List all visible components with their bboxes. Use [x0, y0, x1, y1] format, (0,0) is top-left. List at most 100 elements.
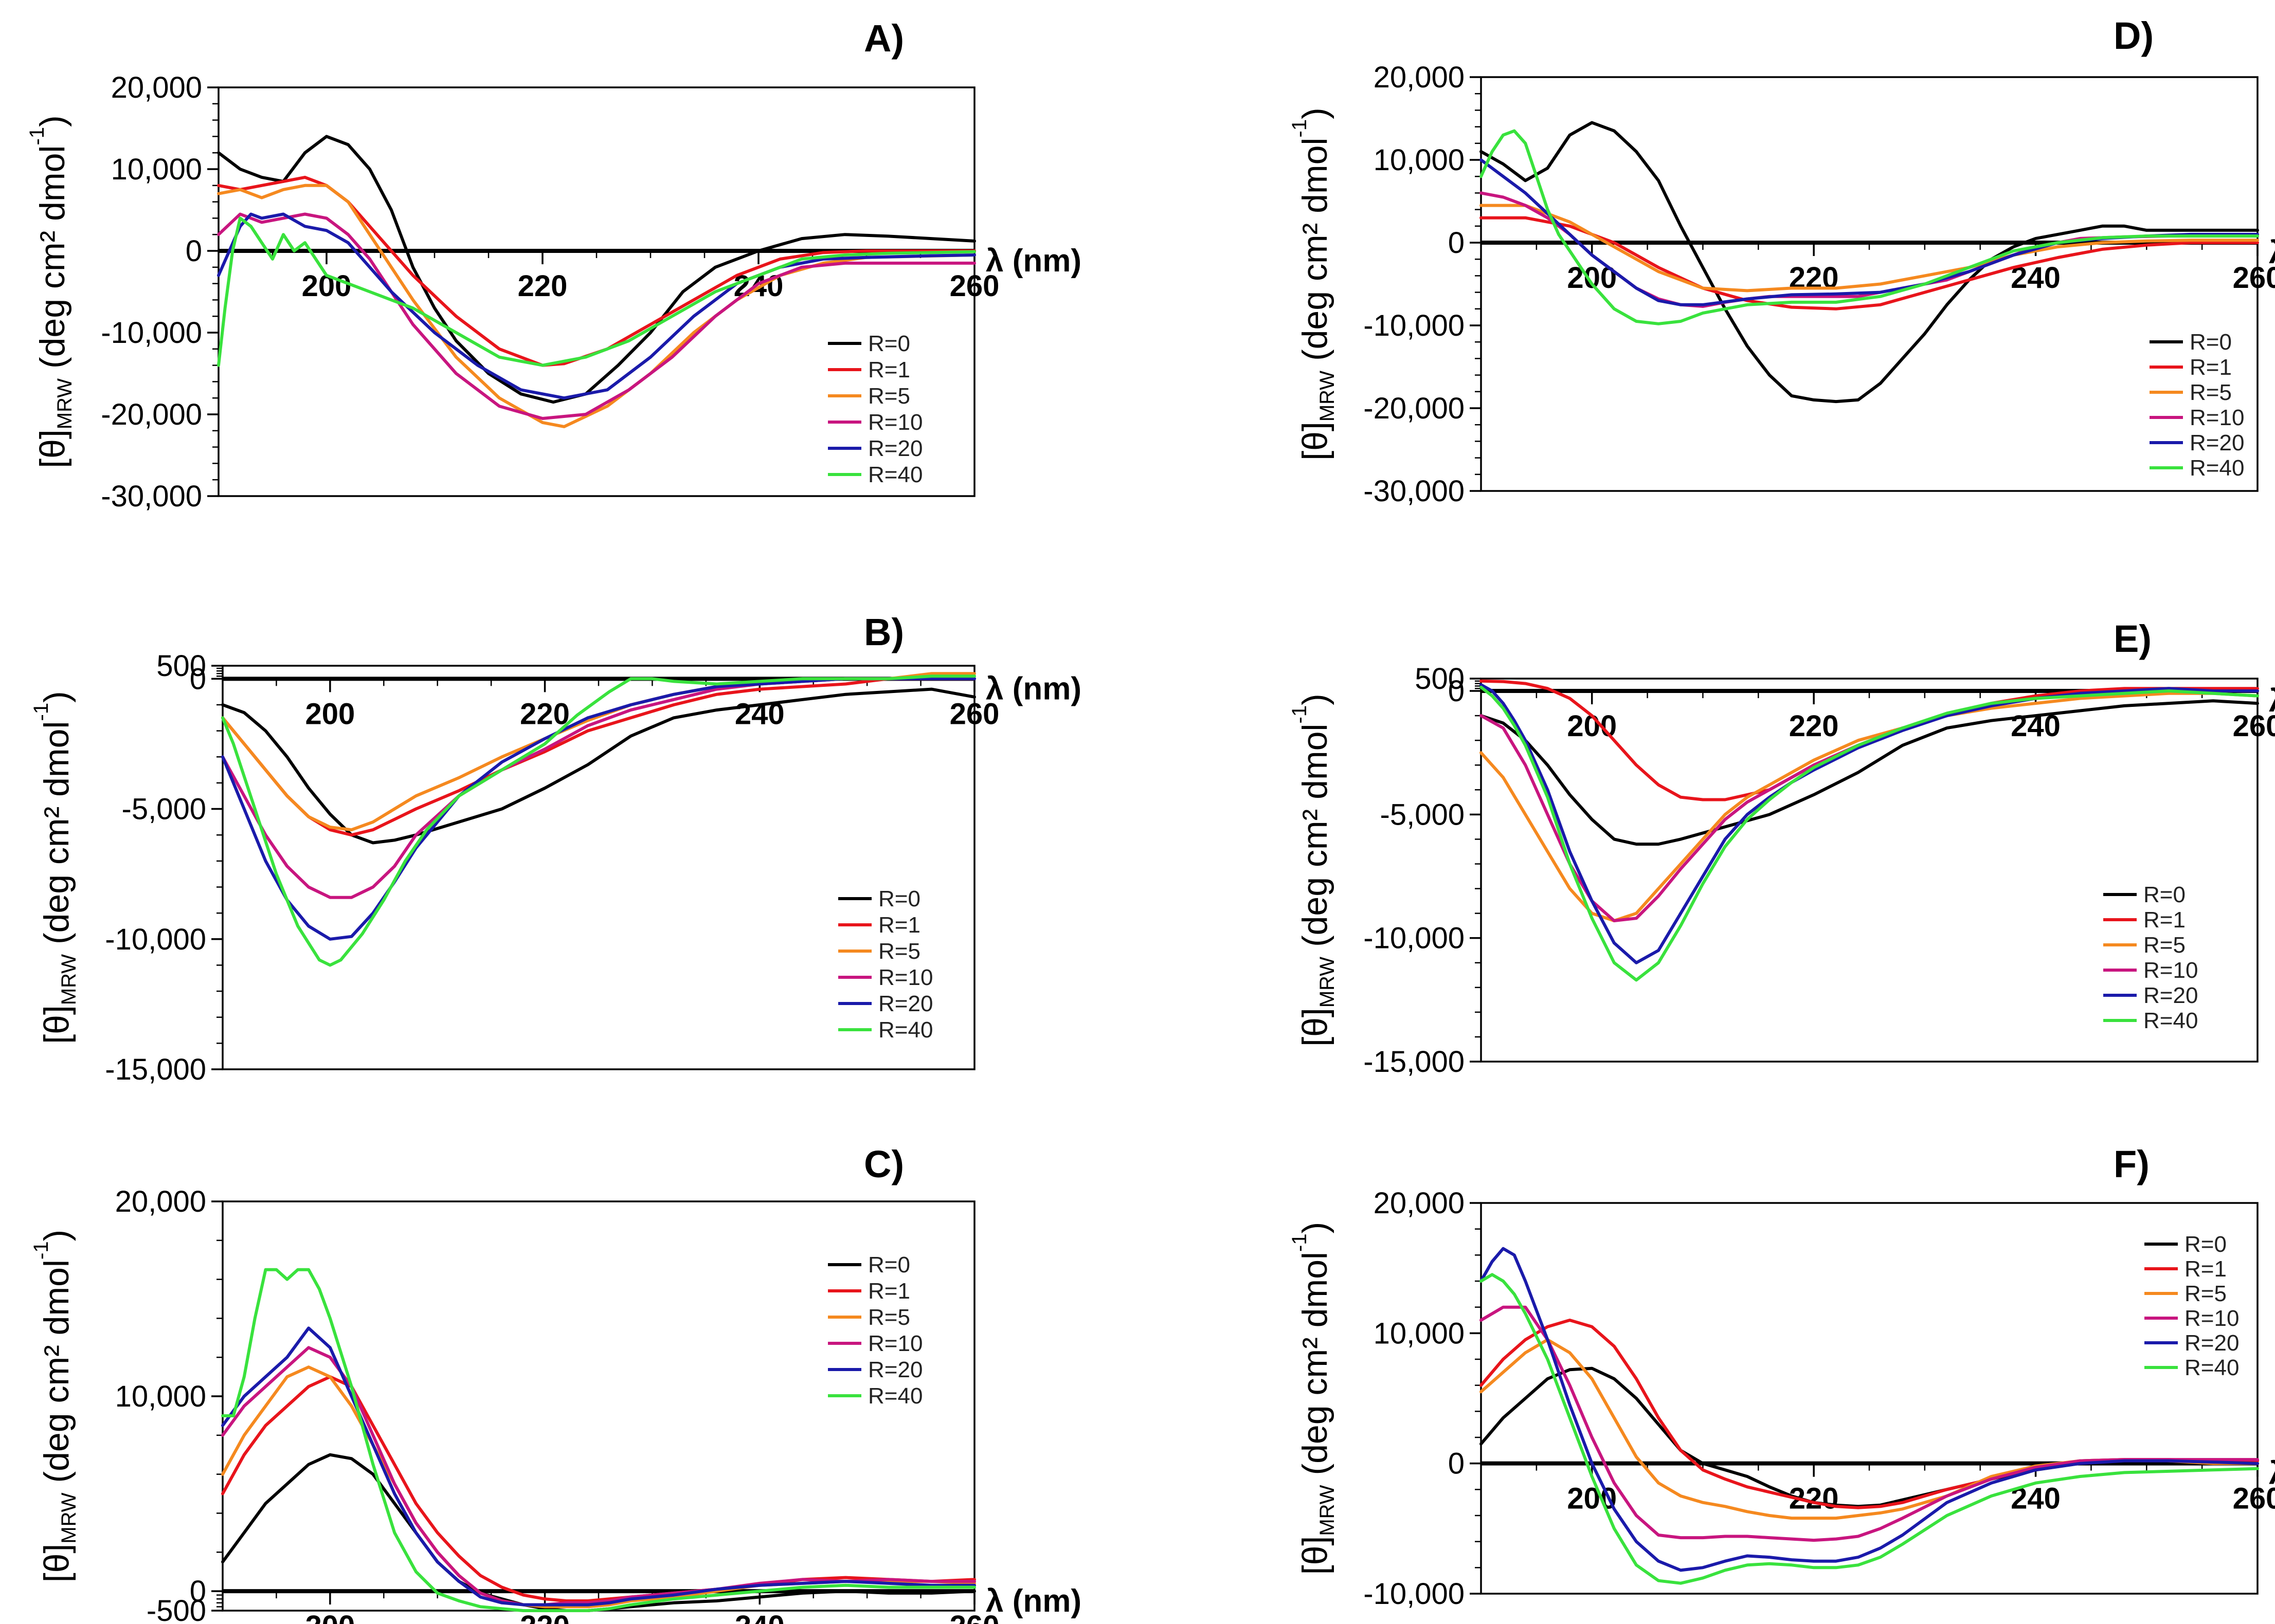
series-line-r-10	[1479, 1305, 2259, 1542]
series-line-r-0	[1479, 121, 2259, 404]
legend-label: R=0	[2184, 1232, 2227, 1257]
y-tick-label: -30,000	[101, 480, 202, 513]
y-tick-label: 0	[190, 662, 206, 696]
x-axis-label: λ (nm)	[2269, 683, 2275, 719]
y-tick-label: 20,000	[115, 1185, 206, 1218]
y-tick-label: -20,000	[101, 398, 202, 431]
y-tick-label: -10,000	[1363, 1577, 1465, 1611]
legend-label: R=10	[868, 1331, 923, 1356]
series-line-r-20	[1479, 1247, 2259, 1572]
y-tick-label: 500	[1415, 662, 1465, 696]
series-line-r-40	[221, 1268, 976, 1612]
y-tick-label: 0	[1448, 1447, 1465, 1481]
y-tick-label: 20,000	[1374, 1187, 1465, 1220]
legend-label: R=0	[2190, 330, 2232, 355]
plot-frame	[1480, 678, 2259, 1063]
legend-label: R=1	[868, 1279, 910, 1304]
legend: R=0R=1R=5R=10R=20R=40	[838, 886, 933, 1043]
plot-frame	[1480, 76, 2259, 492]
series-group	[1479, 1247, 2259, 1585]
legend-label: R=0	[2143, 882, 2186, 907]
series-line-r-40	[1479, 129, 2259, 325]
y-axis-label: [θ]MRW (deg cm² dmol-1)	[30, 1230, 80, 1583]
series-line-r-40	[221, 674, 976, 967]
legend-label: R=5	[878, 939, 920, 964]
legend-label: R=40	[2143, 1008, 2198, 1033]
series-line-r-40	[1479, 685, 2259, 982]
series-group	[221, 1268, 976, 1612]
x-tick-label: 240	[735, 1610, 785, 1624]
series-line-r-20	[221, 677, 976, 941]
y-axis-label: [θ]MRW (deg cm² dmol-1)	[1288, 694, 1339, 1047]
legend-label: R=0	[878, 886, 920, 911]
series-line-r-1	[217, 175, 976, 367]
legend-label: R=20	[878, 991, 933, 1016]
legend-label: R=40	[868, 462, 923, 487]
legend-label: R=10	[868, 410, 923, 435]
series-line-r-20	[221, 1326, 976, 1607]
x-tick-label: 200	[305, 697, 355, 731]
legend: R=0R=1R=5R=10R=20R=40	[2103, 882, 2198, 1033]
y-tick-label: 0	[1448, 674, 1465, 708]
legend: R=0R=1R=5R=10R=20R=40	[2150, 330, 2244, 481]
series-group	[1479, 679, 2259, 982]
legend-label: R=10	[2190, 405, 2244, 430]
x-tick-label: 260	[2233, 261, 2275, 295]
x-tick-label: 260	[2233, 709, 2275, 743]
legend-label: R=5	[2143, 933, 2186, 958]
panel-title: B)	[864, 611, 904, 653]
legend-label: R=40	[2190, 455, 2244, 481]
legend-label: R=5	[868, 1305, 910, 1330]
legend-label: R=1	[2143, 907, 2186, 933]
series-group	[217, 135, 976, 428]
y-tick-label: 0	[190, 1575, 206, 1608]
legend-label: R=20	[2190, 430, 2244, 455]
y-axis-label: [θ]MRW (deg cm² dmol-1)	[26, 115, 76, 468]
series-line-r-0	[217, 135, 976, 404]
y-tick-label: -30,000	[1363, 475, 1465, 508]
legend-label: R=40	[2184, 1355, 2239, 1380]
legend-label: R=1	[868, 357, 910, 382]
x-axis-label: λ (nm)	[986, 1583, 1081, 1619]
series-line-r-5	[1479, 691, 2259, 922]
legend-label: R=5	[2190, 380, 2232, 405]
panel-title: E)	[2114, 617, 2152, 660]
y-tick-label: 10,000	[1374, 143, 1465, 177]
x-tick-label: 200	[305, 1610, 355, 1624]
x-tick-label: 220	[518, 269, 568, 303]
y-tick-label: 0	[1448, 226, 1465, 260]
x-tick-label: 260	[950, 269, 1000, 303]
y-tick-label: -5,000	[1380, 798, 1465, 831]
y-axis-label: [θ]MRW (deg cm² dmol-1)	[30, 691, 80, 1044]
legend: R=0R=1R=5R=10R=20R=40	[828, 331, 923, 487]
series-line-r-5	[1479, 204, 2259, 293]
series-line-r-10	[217, 212, 976, 420]
legend: R=0R=1R=5R=10R=20R=40	[2144, 1232, 2239, 1380]
y-tick-label: -500	[147, 1594, 206, 1624]
x-axis-label: λ (nm)	[986, 243, 1081, 279]
y-tick-label: -10,000	[1363, 309, 1465, 342]
legend-label: R=20	[868, 436, 923, 461]
x-tick-label: 220	[1789, 709, 1839, 743]
legend-label: R=10	[2184, 1306, 2239, 1331]
y-tick-label: 20,000	[1374, 61, 1465, 94]
y-tick-label: 10,000	[115, 1380, 206, 1413]
y-tick-label: -10,000	[1363, 922, 1465, 955]
y-tick-label: 10,000	[111, 153, 202, 186]
legend-label: R=1	[2190, 355, 2232, 380]
plot-frame	[218, 86, 976, 497]
y-tick-label: -10,000	[105, 923, 206, 956]
y-axis-label: [θ]MRW (deg cm² dmol-1)	[1288, 107, 1339, 461]
legend-label: R=5	[2184, 1281, 2227, 1306]
x-tick-label: 260	[950, 697, 1000, 731]
panel-title: A)	[864, 17, 904, 60]
y-axis-label: [θ]MRW (deg cm² dmol-1)	[1288, 1222, 1339, 1575]
legend-label: R=10	[878, 965, 933, 990]
x-tick-label: 260	[950, 1610, 1000, 1624]
